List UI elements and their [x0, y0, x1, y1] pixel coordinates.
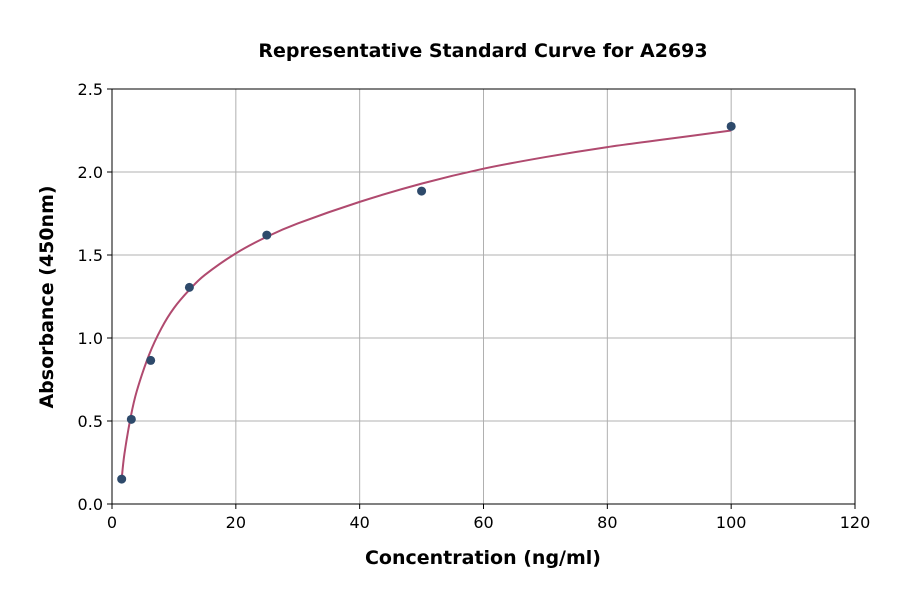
chart-title: Representative Standard Curve for A2693 [258, 40, 707, 62]
y-tick-label: 0.0 [78, 495, 103, 514]
data-point [117, 474, 127, 484]
fit-curve [120, 129, 732, 480]
x-axis-label: Concentration (ng/ml) [365, 547, 601, 569]
x-tick-label: 40 [349, 513, 369, 532]
x-tick-label: 60 [473, 513, 493, 532]
x-tick-label: 0 [107, 513, 117, 532]
data-point [184, 282, 194, 292]
data-point [262, 230, 272, 240]
x-tick-label: 80 [597, 513, 617, 532]
plot-frame [111, 88, 856, 505]
data-point [726, 121, 736, 131]
y-tick-label: 2.5 [78, 80, 103, 99]
y-tick-label: 2.0 [78, 163, 103, 182]
data-point [126, 414, 136, 424]
data-point [146, 355, 156, 365]
x-tick-label: 100 [716, 513, 747, 532]
data-point [417, 186, 427, 196]
x-tick-label: 20 [226, 513, 246, 532]
y-axis-label: Absorbance (450nm) [36, 185, 58, 408]
y-tick-label: 1.5 [78, 246, 103, 265]
y-tick-label: 0.5 [78, 412, 103, 431]
y-tick-label: 1.0 [78, 329, 103, 348]
x-tick-label: 120 [840, 513, 871, 532]
